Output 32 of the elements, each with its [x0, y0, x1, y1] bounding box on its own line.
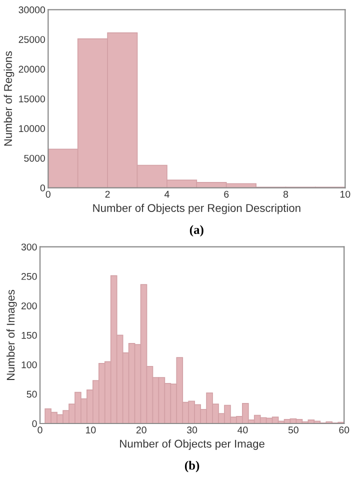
- y-tick-label: 10000: [19, 125, 45, 132]
- y-tick-label: 20000: [18, 66, 45, 73]
- y-axis-title: Number of Regions: [4, 51, 14, 146]
- text: (b): [184, 460, 200, 472]
- y-tick-label: 150: [22, 332, 37, 339]
- text: (a): [190, 225, 204, 237]
- x-tick-label: 6: [224, 190, 229, 198]
- x-tick-label: 0: [46, 190, 50, 198]
- y-axis-title: Number of Images: [6, 290, 17, 380]
- x-tick-label: 50: [288, 426, 298, 434]
- y-tick-label: 30000: [18, 6, 45, 14]
- y-tick-label: 200: [21, 302, 37, 310]
- x-tick-label: 30: [187, 426, 198, 434]
- x-tick-label: 10: [340, 190, 350, 198]
- y-tick-label: 0: [32, 420, 37, 428]
- x-tick-label: 40: [238, 426, 248, 434]
- x-tick-label: 10: [86, 426, 96, 434]
- x-tick-label: 20: [136, 426, 146, 434]
- y-tick-label: 50: [26, 390, 37, 398]
- y-tick-label: 25000: [18, 36, 45, 43]
- x-axis-title: Number of Objects per Region Description: [93, 204, 300, 214]
- x-tick-label: 2: [105, 190, 110, 198]
- x-tick-label: 4: [164, 190, 170, 198]
- x-tick-label: 8: [283, 190, 288, 198]
- y-tick-label: 5000: [24, 154, 45, 162]
- x-tick-label: 60: [339, 426, 350, 434]
- y-tick-label: 300: [21, 244, 37, 250]
- y-tick-label: 100: [22, 361, 37, 368]
- x-axis-title: Number of Objects per Image: [120, 440, 264, 450]
- y-tick-label: 250: [21, 273, 37, 280]
- y-tick-label: 15000: [19, 95, 45, 102]
- y-tick-label: 0: [40, 184, 45, 192]
